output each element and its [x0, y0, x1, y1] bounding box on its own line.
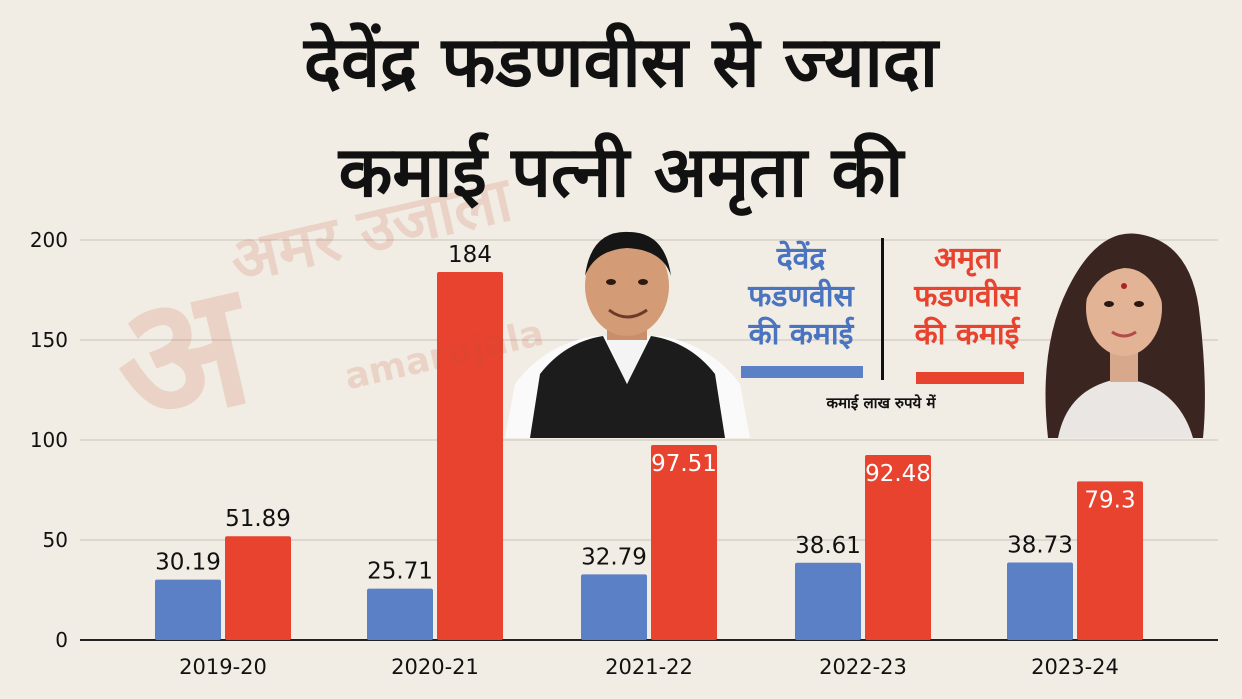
bar-value-label: 38.61 [795, 533, 861, 559]
bar-devendra [1007, 562, 1073, 640]
bar-amruta [1077, 481, 1143, 640]
bar-value-label: 51.89 [225, 506, 291, 532]
bar-value-label: 79.3 [1084, 487, 1135, 513]
bar-value-label: 92.48 [865, 461, 931, 487]
x-tick-label: 2023-24 [1031, 655, 1119, 679]
legend-amruta-swatch [916, 372, 1024, 384]
bar-devendra [581, 574, 647, 640]
bar-value-label: 32.79 [581, 544, 647, 570]
amruta-photo [1028, 228, 1218, 438]
bar-value-label: 25.71 [367, 559, 433, 585]
bar-value-label: 30.19 [155, 550, 221, 576]
legend-devendra-swatch [741, 366, 863, 378]
y-tick-label: 200 [30, 228, 68, 252]
x-tick-label: 2022-23 [819, 655, 907, 679]
legend-amruta-label: अमृता फडणवीस की कमाई [914, 241, 1020, 352]
devendra-photo [505, 224, 750, 438]
page-title-line1: देवेंद्र फडणवीस से ज्यादा [303, 21, 939, 103]
x-axis-ticks: 2019-20 2020-21 2021-22 2022-23 2023-24 [179, 655, 1119, 679]
legend-devendra-label: देवेंद्र फडणवीस की कमाई [748, 241, 854, 352]
page-title-line2: कमाई पत्नी अमृता की [338, 131, 904, 213]
bar-amruta [225, 536, 291, 640]
x-tick-label: 2020-21 [391, 655, 479, 679]
x-tick-label: 2019-20 [179, 655, 267, 679]
y-axis-ticks: 0 50 100 150 200 [30, 228, 68, 652]
bars [155, 272, 1143, 640]
y-tick-label: 100 [30, 428, 68, 452]
bar-value-label: 38.73 [1007, 533, 1073, 559]
bar-amruta [865, 455, 931, 640]
y-tick-label: 0 [55, 628, 68, 652]
bar-devendra [795, 562, 861, 640]
y-tick-label: 150 [30, 328, 68, 352]
bar-value-label: 97.51 [651, 451, 717, 477]
y-tick-label: 50 [43, 528, 68, 552]
bar-devendra [367, 588, 433, 640]
unit-note: कमाई लाख रुपये में [826, 394, 936, 412]
legend-divider [881, 238, 884, 380]
x-tick-label: 2021-22 [605, 655, 693, 679]
bar-devendra [155, 579, 221, 640]
bar-amruta [651, 444, 717, 640]
bar-amruta [437, 272, 503, 640]
bar-value-label: 184 [448, 242, 492, 268]
